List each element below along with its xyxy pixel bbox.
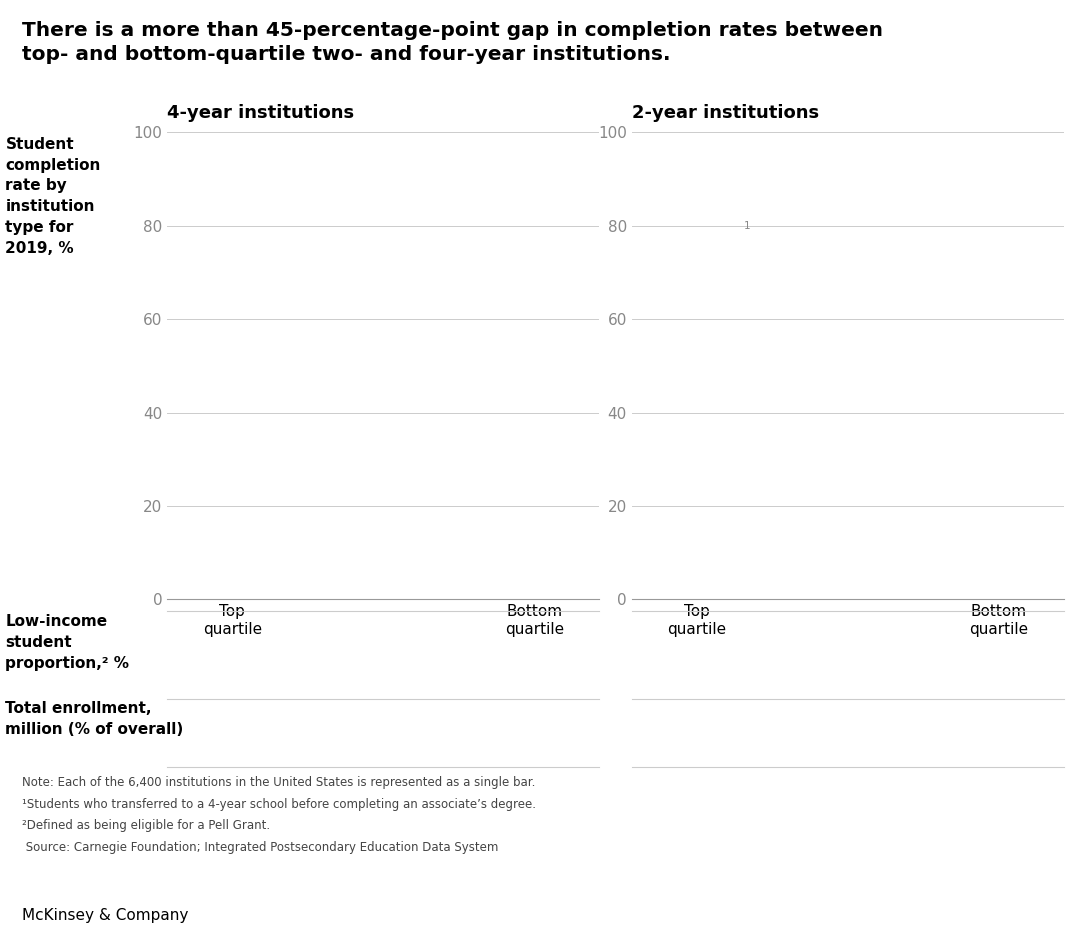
Text: Source: Carnegie Foundation; Integrated Postsecondary Education Data System: Source: Carnegie Foundation; Integrated … xyxy=(22,841,498,854)
Text: Student: Student xyxy=(5,137,75,152)
Text: There is a more than 45-percentage-point gap in completion rates between: There is a more than 45-percentage-point… xyxy=(22,21,882,40)
Text: 2-year institutions: 2-year institutions xyxy=(632,104,819,123)
Text: 1: 1 xyxy=(744,221,751,230)
Text: institution: institution xyxy=(5,199,95,214)
Text: completion: completion xyxy=(5,158,100,173)
Text: ²Defined as being eligible for a Pell Grant.: ²Defined as being eligible for a Pell Gr… xyxy=(22,819,270,833)
Text: Low-income
student
proportion,² %: Low-income student proportion,² % xyxy=(5,614,130,670)
Text: ¹Students who transferred to a 4-year school before completing an associate’s de: ¹Students who transferred to a 4-year sc… xyxy=(22,798,536,811)
Text: Note: Each of the 6,400 institutions in the United States is represented as a si: Note: Each of the 6,400 institutions in … xyxy=(22,776,535,789)
Text: top- and bottom-quartile two- and four-year institutions.: top- and bottom-quartile two- and four-y… xyxy=(22,45,670,64)
Text: 2019, %: 2019, % xyxy=(5,241,75,256)
Text: type for: type for xyxy=(5,220,73,235)
Text: rate by: rate by xyxy=(5,178,67,194)
Text: Total enrollment,
million (% of overall): Total enrollment, million (% of overall) xyxy=(5,701,184,737)
Text: McKinsey & Company: McKinsey & Company xyxy=(22,908,188,923)
Text: 4-year institutions: 4-year institutions xyxy=(167,104,354,123)
